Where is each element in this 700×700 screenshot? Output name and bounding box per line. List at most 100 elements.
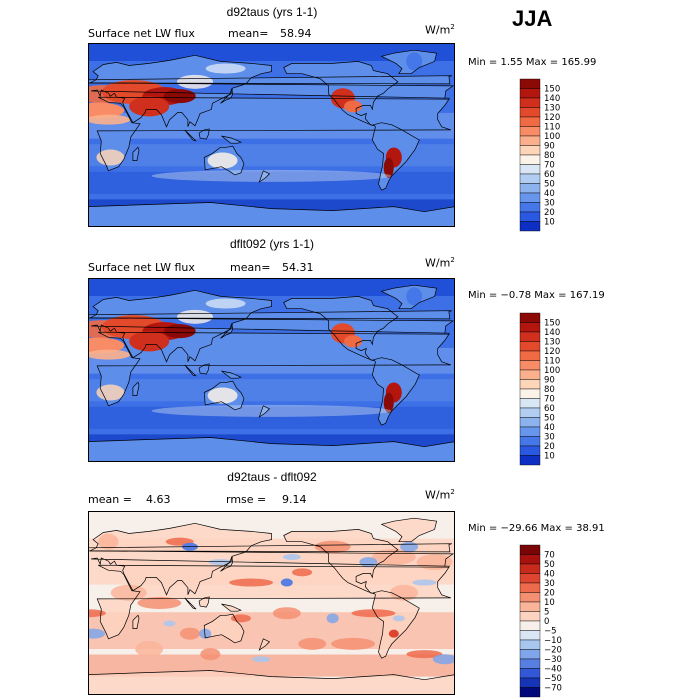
coastline xyxy=(283,61,399,127)
colorbar-swatch xyxy=(519,221,541,232)
panel1-mean-label: mean= xyxy=(228,27,269,40)
colorbar-swatch xyxy=(519,116,541,127)
colorbar-tick-label: 40 xyxy=(544,423,555,433)
coastline xyxy=(220,87,234,104)
panel1-map xyxy=(88,43,455,227)
colorbar-swatch xyxy=(519,145,541,156)
coastline xyxy=(89,54,455,128)
colorbar-swatch xyxy=(519,88,541,99)
colorbar-tick-label: 90 xyxy=(544,376,555,386)
colorbar-swatch xyxy=(519,322,541,333)
panel3-unit: W/m2 xyxy=(425,488,455,502)
colorbar-tick-label: 50 xyxy=(544,414,555,424)
colorbar-swatch xyxy=(519,360,541,371)
colorbar-tick-label: −40 xyxy=(544,665,562,675)
colorbar-swatch xyxy=(519,379,541,390)
colorbar-swatch xyxy=(519,677,541,688)
colorbar-tick-label: 120 xyxy=(544,113,560,123)
colorbar-tick-label: 50 xyxy=(544,560,555,570)
coastline xyxy=(221,603,242,612)
panel3-minmax: Min = −29.66 Max = 38.91 xyxy=(468,523,605,534)
colorbar-tick-label: 80 xyxy=(544,385,555,395)
coastline xyxy=(184,129,197,142)
colorbar-swatch xyxy=(519,126,541,137)
coastline xyxy=(184,597,197,610)
coastline xyxy=(203,613,245,644)
coastline xyxy=(198,128,210,140)
colorbar-swatch xyxy=(519,192,541,203)
coastline xyxy=(88,437,455,448)
colorbar-tick-label: 10 xyxy=(544,218,555,228)
colorbar-tick-label: 20 xyxy=(544,208,555,218)
colorbar-tick-label: 50 xyxy=(544,180,555,190)
coastline xyxy=(184,364,197,377)
coastline xyxy=(88,310,453,320)
colorbar-tick-label: 130 xyxy=(544,104,560,114)
coastline xyxy=(198,596,210,608)
colorbar-tick-label: −70 xyxy=(544,684,562,694)
colorbar-swatch xyxy=(519,445,541,456)
panel1-title: d92taus (yrs 1-1) xyxy=(226,5,318,19)
colorbar-tick-label: 110 xyxy=(544,357,560,367)
colorbar-tick-label: 70 xyxy=(544,161,555,171)
colorbar-swatch xyxy=(519,455,541,466)
colorbar-swatch xyxy=(519,407,541,418)
colorbar-tick-label: −50 xyxy=(544,674,562,684)
coastline xyxy=(203,145,245,176)
colorbar-tick-label: 40 xyxy=(544,189,555,199)
coastline xyxy=(221,135,242,144)
colorbar-swatch xyxy=(519,436,541,447)
colorbar-tick-label: 90 xyxy=(544,142,555,152)
colorbar-swatch xyxy=(519,620,541,631)
colorbar-tick-label: 30 xyxy=(544,199,555,209)
panel1-unit: W/m2 xyxy=(425,23,455,37)
colorbar-swatch xyxy=(519,107,541,118)
panel2-map xyxy=(88,278,455,462)
panel2-unit: W/m2 xyxy=(425,256,455,270)
colorbar-swatch xyxy=(519,331,541,342)
colorbar-tick-label: 10 xyxy=(544,598,555,608)
coastline xyxy=(372,590,420,659)
coastline xyxy=(283,529,399,595)
colorbar-swatch xyxy=(519,341,541,352)
colorbar-swatch xyxy=(519,164,541,175)
colorbar-tick-label: 40 xyxy=(544,570,555,580)
coastline xyxy=(132,146,140,161)
coastline xyxy=(380,284,438,310)
colorbar-swatch xyxy=(519,573,541,584)
colorbar-swatch xyxy=(519,97,541,108)
colorbar-tick-label: 140 xyxy=(544,94,560,104)
panel3-title: d92taus - dflt092 xyxy=(227,470,317,484)
colorbar-swatch xyxy=(519,668,541,679)
colorbar-tick-label: 130 xyxy=(544,338,560,348)
panel3-mean-label: mean = xyxy=(88,493,132,506)
colorbar-swatch xyxy=(519,398,541,409)
panel3-mean-value: 4.63 xyxy=(146,493,171,506)
coastline xyxy=(220,322,234,339)
colorbar-tick-label: 120 xyxy=(544,347,560,357)
colorbar-swatch xyxy=(519,388,541,399)
coastline xyxy=(96,564,452,640)
colorbar-tick-label: 70 xyxy=(544,395,555,405)
colorbar-tick-label: 30 xyxy=(544,579,555,589)
panel3-map xyxy=(88,511,455,695)
panel2-mean-label: mean= xyxy=(230,261,271,274)
colorbar-tick-label: −20 xyxy=(544,646,562,656)
colorbar-swatch xyxy=(519,554,541,565)
colorbar-swatch xyxy=(519,601,541,612)
colorbar-swatch xyxy=(519,173,541,184)
panel2-mean-value: 54.31 xyxy=(282,261,314,274)
colorbar-tick-label: −10 xyxy=(544,636,562,646)
colorbar-tick-label: 150 xyxy=(544,319,560,329)
coastline xyxy=(96,331,452,407)
coastline xyxy=(88,202,455,213)
colorbar-swatch xyxy=(519,78,541,89)
colorbar-swatch xyxy=(519,563,541,574)
colorbar-swatch xyxy=(519,211,541,222)
colorbar-tick-label: 30 xyxy=(544,433,555,443)
colorbar-swatch xyxy=(519,426,541,437)
colorbar-swatch xyxy=(519,135,541,146)
coastline xyxy=(88,75,453,85)
colorbar-swatch xyxy=(519,687,541,698)
coastline xyxy=(372,357,420,426)
